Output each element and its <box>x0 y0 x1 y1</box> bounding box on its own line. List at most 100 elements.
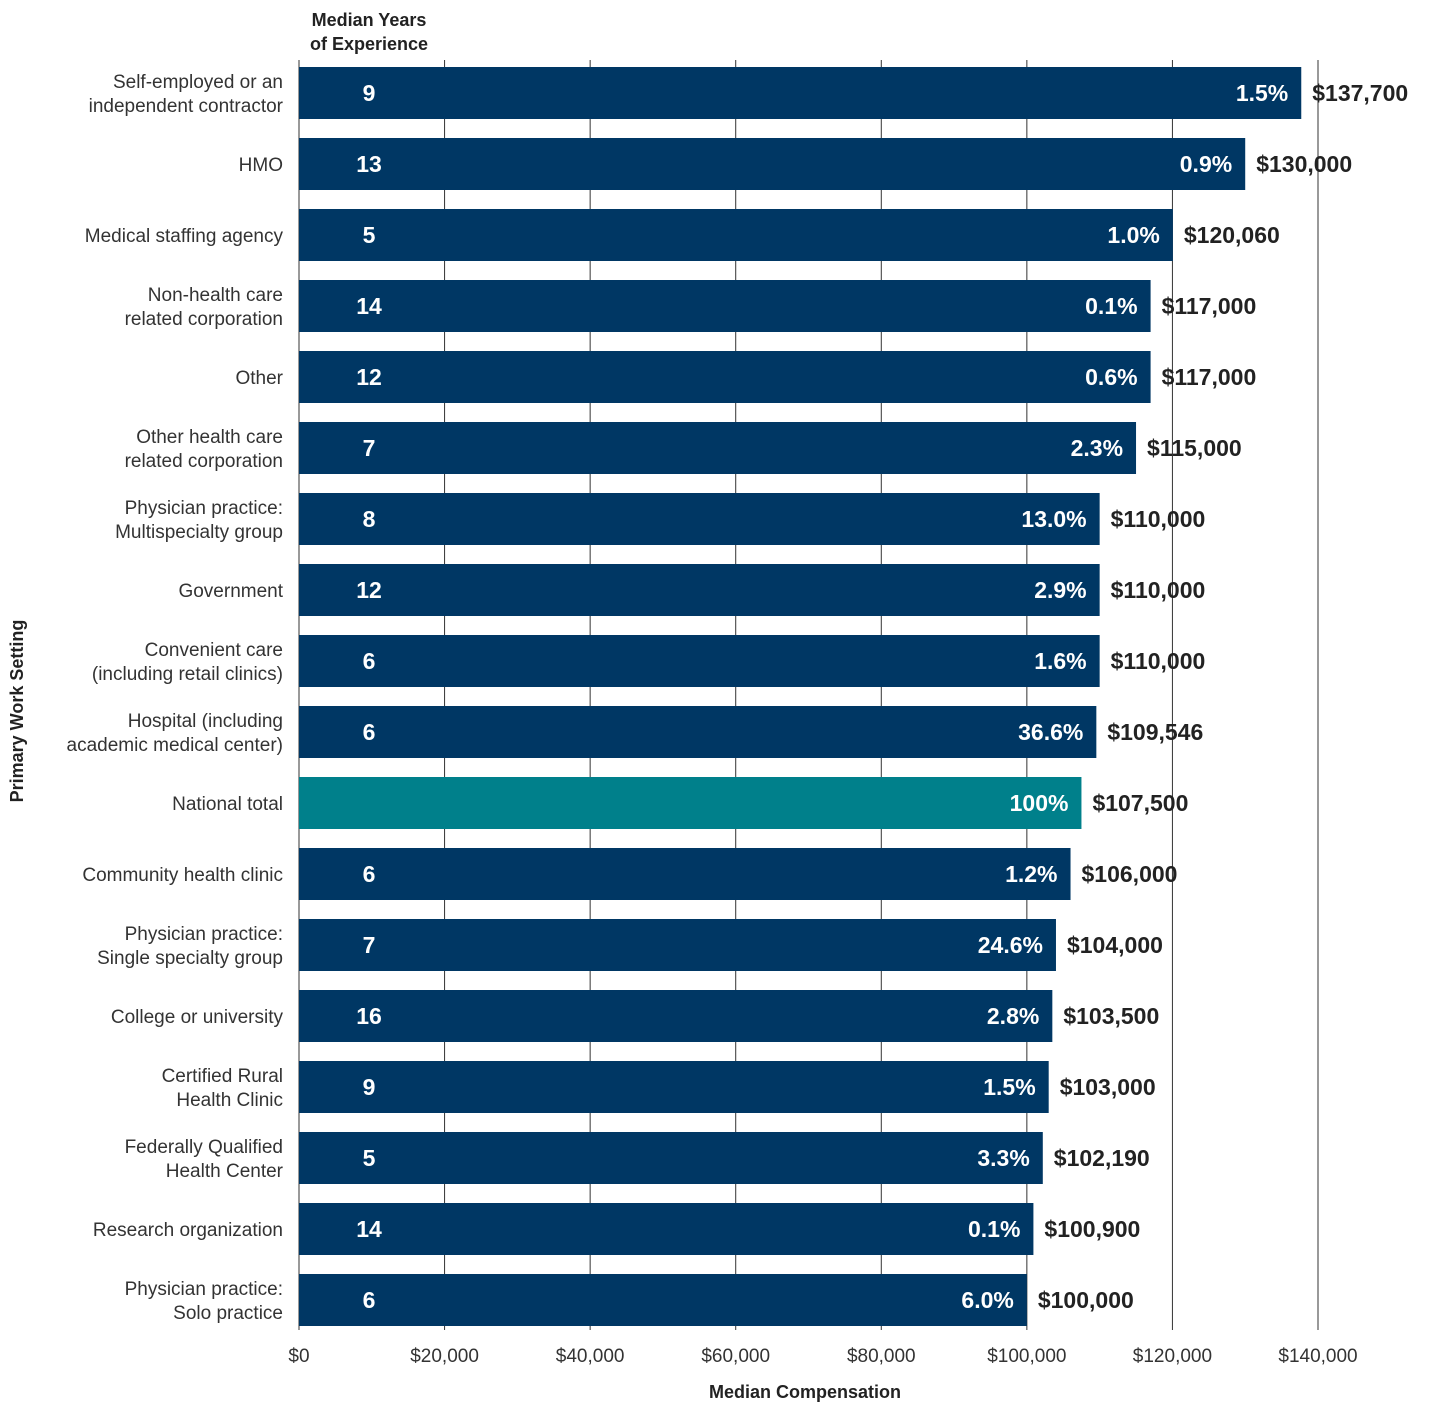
bar <box>299 493 1100 545</box>
category-label: Physician practice: <box>125 924 283 945</box>
value-label: $110,000 <box>1111 577 1206 603</box>
value-label: $100,900 <box>1044 1216 1140 1242</box>
x-tick-label: $120,000 <box>1133 1346 1212 1367</box>
years-label: 16 <box>356 1003 382 1029</box>
bar <box>299 280 1151 332</box>
category-label: Solo practice <box>173 1303 283 1324</box>
years-label: 14 <box>356 1216 382 1242</box>
percent-label: 3.3% <box>977 1145 1029 1171</box>
category-label: Community health clinic <box>82 865 283 886</box>
category-label: Self-employed or an <box>113 72 283 93</box>
x-tick-label: $40,000 <box>556 1346 625 1367</box>
years-label: 8 <box>363 506 376 532</box>
column-header-line-2: of Experience <box>310 34 428 54</box>
value-label: $100,000 <box>1038 1287 1134 1313</box>
years-label: 5 <box>363 1145 376 1171</box>
bars <box>299 67 1302 1326</box>
category-label: Other <box>235 368 283 389</box>
value-label: $103,500 <box>1063 1003 1159 1029</box>
y-axis-title: Primary Work Setting <box>7 620 27 803</box>
category-label: independent contractor <box>89 96 284 117</box>
value-label: $130,000 <box>1256 151 1352 177</box>
percent-label: 0.1% <box>1085 293 1137 319</box>
grid-lines <box>298 60 1319 1330</box>
bar <box>299 1132 1043 1184</box>
years-label: 7 <box>363 435 376 461</box>
value-label: $107,500 <box>1092 790 1188 816</box>
bar <box>299 706 1097 758</box>
value-label: $104,000 <box>1067 932 1163 958</box>
x-tick-label: $20,000 <box>410 1346 479 1367</box>
percent-label: 1.6% <box>1034 648 1086 674</box>
years-label: 6 <box>363 861 376 887</box>
category-label: related corporation <box>125 309 283 330</box>
x-tick-label: $100,000 <box>987 1346 1066 1367</box>
category-label: Single specialty group <box>97 948 283 969</box>
category-label: academic medical center) <box>67 735 283 756</box>
percent-label: 0.9% <box>1180 151 1232 177</box>
bar <box>299 777 1082 829</box>
category-label: Federally Qualified <box>125 1137 283 1158</box>
category-label: (including retail clinics) <box>92 664 283 685</box>
x-tick-label: $0 <box>288 1346 309 1367</box>
years-label: 9 <box>363 1074 376 1100</box>
years-label: 13 <box>356 151 382 177</box>
years-label: 14 <box>356 293 382 319</box>
value-label: $115,000 <box>1147 435 1242 461</box>
category-label: College or university <box>111 1007 284 1028</box>
value-label: $137,700 <box>1312 80 1408 106</box>
bar <box>299 1203 1034 1255</box>
x-tick-label: $80,000 <box>847 1346 916 1367</box>
x-tick-label: $140,000 <box>1278 1346 1357 1367</box>
category-label: Convenient care <box>145 640 283 661</box>
percent-label: 6.0% <box>961 1287 1013 1313</box>
bar <box>299 848 1071 900</box>
category-label: Certified Rural <box>162 1066 283 1087</box>
category-label: Health Clinic <box>176 1090 283 1111</box>
category-label: Health Center <box>166 1161 284 1182</box>
labels: $0 $20,000 $40,000 $60,000 $80,000 $100,000 $1… <box>67 72 1409 1367</box>
value-label: $102,190 <box>1054 1145 1150 1171</box>
percent-label: 100% <box>1010 790 1069 816</box>
percent-label: 36.6% <box>1018 719 1083 745</box>
category-label: Hospital (including <box>128 711 283 732</box>
bar <box>299 209 1173 261</box>
category-label: Multispecialty group <box>115 522 283 543</box>
category-label: HMO <box>239 155 283 176</box>
percent-label: 0.6% <box>1085 364 1137 390</box>
bar <box>299 67 1302 119</box>
category-label: Physician practice: <box>125 498 283 519</box>
years-label: 5 <box>363 222 376 248</box>
years-label: 12 <box>356 577 382 603</box>
bar <box>299 422 1137 474</box>
value-label: $106,000 <box>1082 861 1178 887</box>
value-label: $120,060 <box>1184 222 1280 248</box>
category-label: Other health care <box>136 427 283 448</box>
years-label: 6 <box>363 648 376 674</box>
value-label: $110,000 <box>1111 506 1206 532</box>
years-label: 7 <box>363 932 376 958</box>
value-label: $117,000 <box>1162 364 1257 390</box>
percent-label: 1.0% <box>1107 222 1159 248</box>
bar <box>299 564 1100 616</box>
percent-label: 1.5% <box>983 1074 1035 1100</box>
percent-label: 2.8% <box>987 1003 1039 1029</box>
column-header-line-1: Median Years <box>312 10 427 30</box>
bar <box>299 635 1100 687</box>
category-label: Medical staffing agency <box>85 226 284 247</box>
category-label: Non-health care <box>148 285 283 306</box>
percent-label: 1.5% <box>1236 80 1288 106</box>
years-label: 6 <box>363 719 376 745</box>
years-label: 12 <box>356 364 382 390</box>
years-label: 9 <box>363 80 376 106</box>
bar <box>299 138 1246 190</box>
category-label: Physician practice: <box>125 1279 283 1300</box>
value-label: $103,000 <box>1060 1074 1156 1100</box>
x-tick-label: $60,000 <box>701 1346 770 1367</box>
value-label: $110,000 <box>1111 648 1206 674</box>
bar <box>299 351 1151 403</box>
percent-label: 13.0% <box>1021 506 1086 532</box>
category-label: Government <box>178 581 283 602</box>
category-label: National total <box>172 794 283 815</box>
